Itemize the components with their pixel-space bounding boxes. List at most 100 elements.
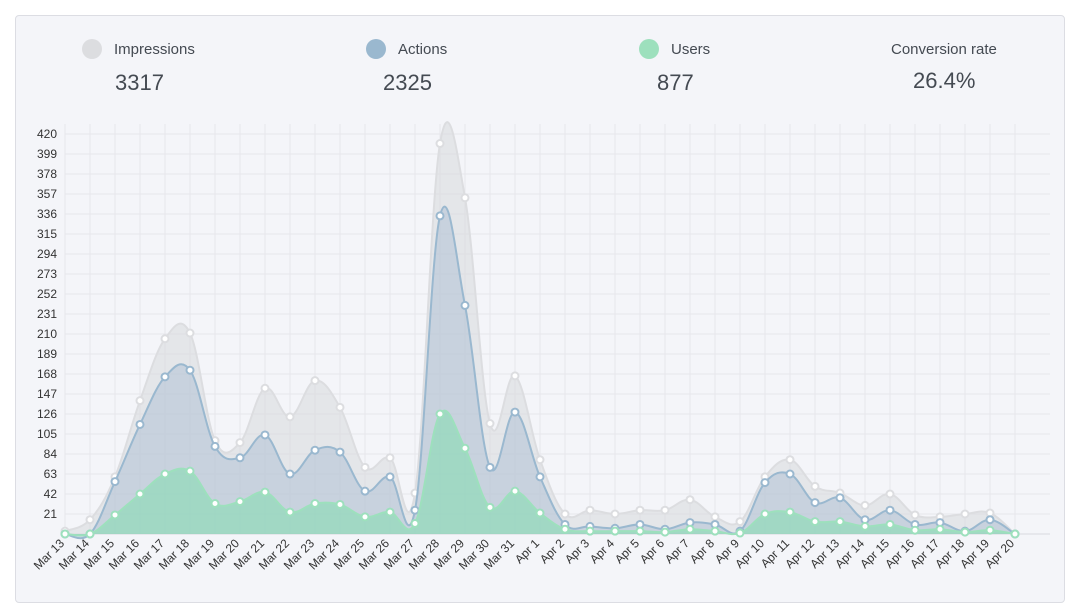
data-point[interactable] (335, 447, 345, 457)
data-point[interactable] (860, 500, 870, 510)
y-tick-label: 294 (37, 247, 57, 261)
data-point[interactable] (135, 396, 145, 406)
data-point[interactable] (510, 371, 520, 381)
data-point[interactable] (235, 497, 245, 507)
data-point[interactable] (635, 526, 645, 536)
data-point[interactable] (285, 507, 295, 517)
data-point[interactable] (785, 507, 795, 517)
data-point[interactable] (785, 455, 795, 465)
data-point[interactable] (185, 365, 195, 375)
data-point[interactable] (110, 477, 120, 487)
data-point[interactable] (360, 486, 370, 496)
data-point[interactable] (360, 512, 370, 522)
data-point[interactable] (685, 524, 695, 534)
data-point[interactable] (385, 453, 395, 463)
data-point[interactable] (960, 527, 970, 537)
data-point[interactable] (535, 472, 545, 482)
data-point[interactable] (560, 509, 570, 519)
data-point[interactable] (460, 193, 470, 203)
data-point[interactable] (510, 407, 520, 417)
data-point[interactable] (535, 455, 545, 465)
data-point[interactable] (810, 498, 820, 508)
data-point[interactable] (735, 517, 745, 527)
data-point[interactable] (660, 527, 670, 537)
data-point[interactable] (560, 524, 570, 534)
data-point[interactable] (585, 526, 595, 536)
data-point[interactable] (285, 469, 295, 479)
data-point[interactable] (435, 139, 445, 149)
data-point[interactable] (160, 334, 170, 344)
data-point[interactable] (160, 372, 170, 382)
data-point[interactable] (435, 409, 445, 419)
data-point[interactable] (485, 462, 495, 472)
data-point[interactable] (610, 509, 620, 519)
data-point[interactable] (185, 328, 195, 338)
data-point[interactable] (210, 441, 220, 451)
data-point[interactable] (810, 481, 820, 491)
data-point[interactable] (385, 507, 395, 517)
data-point[interactable] (935, 524, 945, 534)
data-point[interactable] (260, 430, 270, 440)
data-point[interactable] (810, 517, 820, 527)
data-point[interactable] (785, 469, 795, 479)
data-point[interactable] (535, 508, 545, 518)
data-point[interactable] (185, 466, 195, 476)
data-point[interactable] (485, 419, 495, 429)
data-point[interactable] (435, 211, 445, 221)
data-point[interactable] (985, 525, 995, 535)
data-point[interactable] (135, 489, 145, 499)
data-point[interactable] (335, 499, 345, 509)
data-point[interactable] (410, 519, 420, 529)
data-point[interactable] (60, 529, 70, 539)
conversion-value: 26.4% (913, 68, 976, 93)
users-label: Users (671, 40, 711, 58)
data-point[interactable] (835, 517, 845, 527)
data-point[interactable] (310, 499, 320, 509)
users-legend-dot-icon[interactable] (639, 39, 659, 59)
data-point[interactable] (685, 495, 695, 505)
data-point[interactable] (235, 453, 245, 463)
x-tick-label: Apr 3 (562, 536, 592, 566)
data-point[interactable] (1010, 529, 1020, 539)
data-point[interactable] (235, 438, 245, 448)
data-point[interactable] (135, 419, 145, 429)
data-point[interactable] (985, 515, 995, 525)
data-point[interactable] (85, 529, 95, 539)
data-point[interactable] (285, 412, 295, 422)
data-point[interactable] (210, 499, 220, 509)
data-point[interactable] (260, 383, 270, 393)
data-point[interactable] (485, 502, 495, 512)
data-point[interactable] (85, 515, 95, 525)
data-point[interactable] (310, 376, 320, 386)
data-point[interactable] (710, 526, 720, 536)
data-point[interactable] (760, 478, 770, 488)
data-point[interactable] (460, 443, 470, 453)
data-point[interactable] (610, 526, 620, 536)
data-point[interactable] (860, 521, 870, 531)
data-point[interactable] (585, 505, 595, 515)
impressions-legend-dot-icon[interactable] (82, 39, 102, 59)
data-point[interactable] (385, 472, 395, 482)
data-point[interactable] (710, 512, 720, 522)
data-point[interactable] (660, 505, 670, 515)
actions-legend-dot-icon[interactable] (366, 39, 386, 59)
data-point[interactable] (760, 509, 770, 519)
data-point[interactable] (410, 505, 420, 515)
data-point[interactable] (110, 510, 120, 520)
data-point[interactable] (885, 505, 895, 515)
data-point[interactable] (885, 519, 895, 529)
data-point[interactable] (910, 525, 920, 535)
data-point[interactable] (835, 493, 845, 503)
data-point[interactable] (310, 445, 320, 455)
data-point[interactable] (260, 487, 270, 497)
data-point[interactable] (635, 505, 645, 515)
data-point[interactable] (735, 528, 745, 538)
data-point[interactable] (335, 402, 345, 412)
data-point[interactable] (160, 469, 170, 479)
data-point[interactable] (510, 486, 520, 496)
data-point[interactable] (885, 489, 895, 499)
data-point[interactable] (910, 510, 920, 520)
data-point[interactable] (960, 509, 970, 519)
data-point[interactable] (460, 300, 470, 310)
data-point[interactable] (360, 462, 370, 472)
